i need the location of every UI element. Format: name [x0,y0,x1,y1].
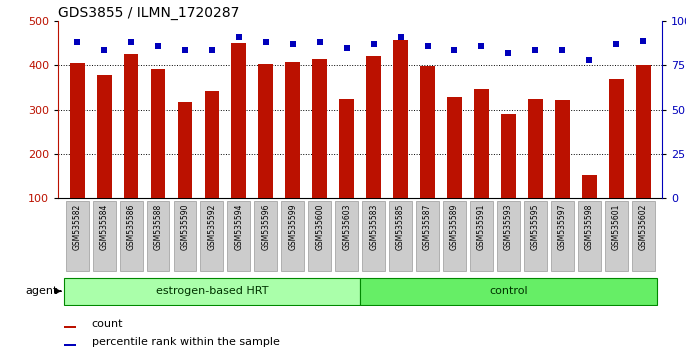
Bar [70,63,84,198]
Point [584,57,595,63]
Point [72,40,83,45]
Text: GSM535583: GSM535583 [369,204,378,250]
Bar [64,326,75,328]
Bar [231,43,246,198]
Text: GSM535595: GSM535595 [531,204,540,250]
FancyBboxPatch shape [200,201,224,271]
Bar [204,91,220,198]
Bar [312,59,327,198]
Text: count: count [91,319,123,329]
Point [476,43,487,49]
Text: agent: agent [25,286,58,296]
Point [180,47,191,52]
Point [557,47,568,52]
FancyBboxPatch shape [335,201,358,271]
FancyBboxPatch shape [605,201,628,271]
Point [287,41,298,47]
FancyBboxPatch shape [443,201,466,271]
Point [638,38,649,44]
Bar [285,62,300,198]
Bar [259,64,273,198]
Text: estrogen-based HRT: estrogen-based HRT [156,286,268,296]
Bar [340,99,354,198]
Text: percentile rank within the sample: percentile rank within the sample [91,337,279,348]
Text: control: control [489,286,528,296]
FancyBboxPatch shape [470,201,493,271]
Text: GSM535592: GSM535592 [207,204,216,250]
FancyBboxPatch shape [64,278,360,305]
Bar [123,55,139,198]
FancyBboxPatch shape [389,201,412,271]
FancyBboxPatch shape [497,201,520,271]
FancyBboxPatch shape [524,201,547,271]
Point [233,34,244,40]
Text: GSM535598: GSM535598 [584,204,593,250]
FancyBboxPatch shape [578,201,601,271]
Bar [97,75,112,198]
Text: GSM535600: GSM535600 [316,204,324,250]
Bar [64,344,75,346]
FancyBboxPatch shape [632,201,654,271]
Text: GSM535591: GSM535591 [477,204,486,250]
FancyBboxPatch shape [228,201,250,271]
Text: GSM535594: GSM535594 [235,204,244,250]
Text: GSM535596: GSM535596 [261,204,270,250]
FancyBboxPatch shape [93,201,115,271]
FancyBboxPatch shape [255,201,277,271]
Bar [528,99,543,198]
Bar [636,65,650,198]
Text: GSM535603: GSM535603 [342,204,351,250]
Point [261,40,272,45]
Point [314,40,325,45]
Text: GSM535584: GSM535584 [99,204,108,250]
Text: GDS3855 / ILMN_1720287: GDS3855 / ILMN_1720287 [58,6,239,20]
Text: GSM535589: GSM535589 [450,204,459,250]
FancyBboxPatch shape [66,201,88,271]
Point [530,47,541,52]
FancyBboxPatch shape [147,201,169,271]
Point [206,47,217,52]
Point [422,43,433,49]
Text: GSM535601: GSM535601 [612,204,621,250]
Point [503,50,514,56]
Point [368,41,379,47]
Text: GSM535593: GSM535593 [504,204,513,250]
Point [395,34,406,40]
Point [611,41,622,47]
Point [449,47,460,52]
Point [99,47,110,52]
Point [126,40,137,45]
Bar [393,40,408,198]
Bar [608,79,624,198]
Text: GSM535602: GSM535602 [639,204,648,250]
Text: GSM535597: GSM535597 [558,204,567,250]
Point [152,43,163,49]
Bar [582,175,597,198]
Text: GSM535599: GSM535599 [288,204,297,250]
Text: GSM535582: GSM535582 [73,204,82,250]
Bar [151,69,165,198]
Text: GSM535587: GSM535587 [423,204,432,250]
FancyBboxPatch shape [119,201,143,271]
Bar [420,66,435,198]
FancyBboxPatch shape [362,201,385,271]
FancyBboxPatch shape [416,201,439,271]
Text: GSM535586: GSM535586 [127,204,136,250]
Text: GSM535585: GSM535585 [396,204,405,250]
Bar [501,114,516,198]
FancyBboxPatch shape [551,201,573,271]
Bar [474,89,489,198]
Bar [178,102,192,198]
Point [341,45,352,51]
Text: GSM535590: GSM535590 [180,204,189,250]
FancyBboxPatch shape [281,201,304,271]
FancyBboxPatch shape [174,201,196,271]
Bar [555,100,569,198]
FancyBboxPatch shape [308,201,331,271]
FancyBboxPatch shape [360,278,657,305]
Text: GSM535588: GSM535588 [154,204,163,250]
Bar [447,97,462,198]
Bar [366,56,381,198]
